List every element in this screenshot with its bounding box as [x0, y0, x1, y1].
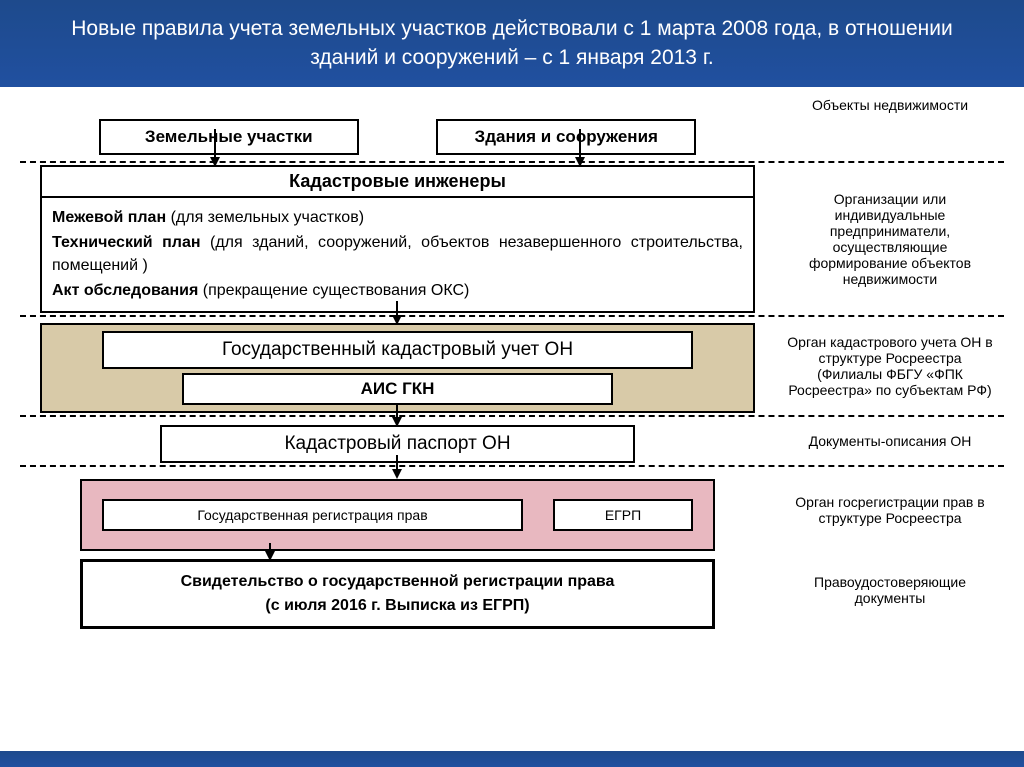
cadastral-passport-box: Кадастровый паспорт ОН [160, 425, 635, 463]
egrp-box: ЕГРП [553, 499, 693, 531]
box-buildings: Здания и сооружения [436, 119, 696, 155]
slide-footer-bar [0, 751, 1024, 767]
cadastral-registration-block: Государственный кадастровый учет ОН АИС … [40, 323, 755, 413]
certificate-box: Свидетельство о государственной регистра… [80, 559, 715, 629]
label-buildings: Здания и сооружения [475, 127, 658, 146]
box-land-plots: Земельные участки [99, 119, 359, 155]
dashed-separator-3 [20, 415, 1004, 417]
side-label-cadastral-org: Орган кадастрового учета ОН в структуре … [785, 334, 995, 398]
state-registration-block: Государственная регистрация прав ЕГРП [80, 479, 715, 551]
header-text: Новые правила учета земельных участков д… [71, 17, 953, 69]
engineers-title: Кадастровые инженеры [40, 165, 755, 196]
side-label-passport: Документы-описания ОН [809, 433, 972, 449]
engineers-body: Межевой план (для земельных участков) Те… [40, 196, 755, 313]
cadastral-registration-title: Государственный кадастровый учет ОН [102, 331, 693, 369]
ais-gkn-box: АИС ГКН [182, 373, 613, 405]
label-land-plots: Земельные участки [145, 127, 313, 146]
dashed-separator-4 [20, 465, 1004, 467]
dashed-separator-2 [20, 315, 1004, 317]
state-registration-rights-box: Государственная регистрация прав [102, 499, 523, 531]
side-label-objects: Объекты недвижимости [812, 97, 968, 113]
certificate-line1: Свидетельство о государственной регистра… [91, 570, 704, 594]
side-label-registration-org: Орган госрегистрации прав в структуре Ро… [785, 494, 995, 526]
side-label-certificate: Правоудостоверяющие документы [785, 574, 995, 606]
diagram-area: Земельные участки Здания и сооружения Об… [0, 87, 1024, 629]
engineers-block: Кадастровые инженеры Межевой план (для з… [40, 165, 755, 313]
slide-header: Новые правила учета земельных участков д… [0, 0, 1024, 87]
side-label-engineers: Организации или индивидуальные предприни… [785, 191, 995, 287]
dashed-separator-1 [20, 161, 1004, 163]
certificate-line2: (с июля 2016 г. Выписка из ЕГРП) [91, 594, 704, 618]
